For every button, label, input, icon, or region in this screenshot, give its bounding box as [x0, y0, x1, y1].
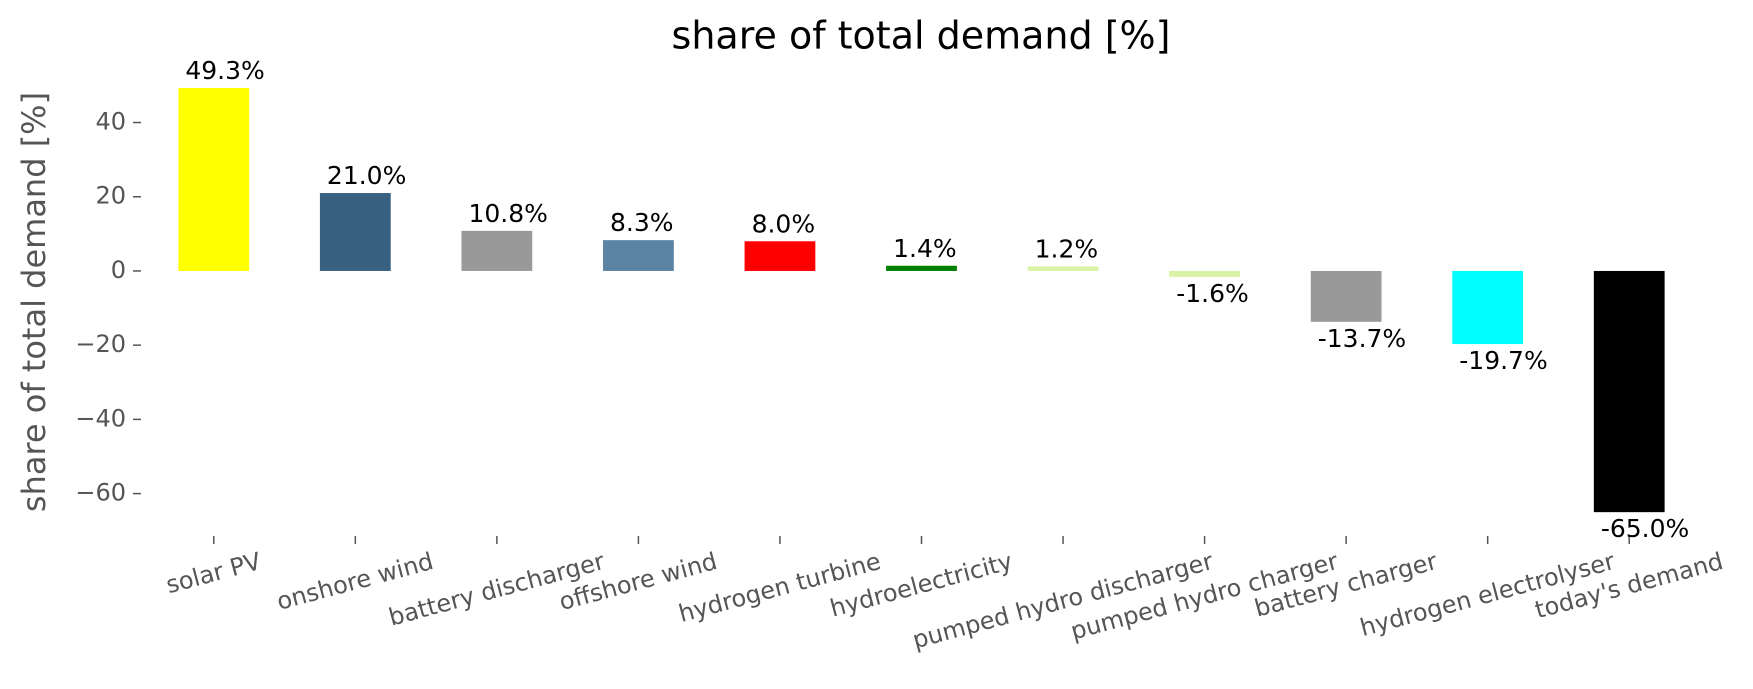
value-label: -19.7% [1459, 346, 1547, 375]
bar [1027, 266, 1099, 271]
y-tick-label: 20 [95, 182, 126, 210]
bar [1593, 270, 1665, 513]
bar [603, 240, 674, 271]
y-tick-label: −20 [75, 330, 126, 358]
value-label: 1.2% [1035, 235, 1099, 264]
value-label: -65.0% [1601, 514, 1689, 543]
bar [319, 193, 391, 271]
value-label: 8.0% [752, 209, 816, 238]
value-label: 21.0% [327, 161, 406, 190]
y-tick-label: 0 [111, 256, 126, 284]
value-label: 49.3% [185, 56, 264, 85]
y-tick-label: 40 [95, 108, 126, 136]
value-label: -13.7% [1318, 324, 1406, 353]
bar [1169, 270, 1240, 277]
bar [461, 230, 533, 271]
value-label: 8.3% [610, 208, 674, 237]
chart-title: share of total demand [%] [672, 14, 1171, 58]
y-axis-label: share of total demand [%] [15, 92, 53, 512]
x-tick-label: solar PV [163, 547, 264, 599]
bar [886, 265, 957, 271]
value-label: -1.6% [1176, 279, 1249, 308]
bar [1310, 270, 1382, 322]
value-label: 10.8% [468, 199, 547, 228]
bar [1452, 270, 1524, 345]
value-label: 1.4% [893, 234, 957, 263]
bar [178, 88, 250, 271]
y-tick-label: −40 [75, 404, 126, 432]
y-tick-label: −60 [75, 479, 126, 507]
bar [744, 241, 816, 271]
